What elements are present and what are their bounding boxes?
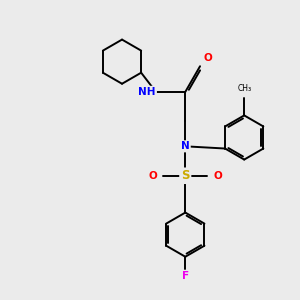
Text: NH: NH — [138, 87, 156, 97]
Text: O: O — [204, 53, 212, 63]
Text: O: O — [213, 171, 222, 181]
Text: O: O — [148, 171, 157, 181]
Text: F: F — [182, 272, 189, 281]
Text: CH₃: CH₃ — [237, 84, 251, 93]
Text: N: N — [181, 141, 190, 151]
Text: S: S — [181, 169, 190, 182]
